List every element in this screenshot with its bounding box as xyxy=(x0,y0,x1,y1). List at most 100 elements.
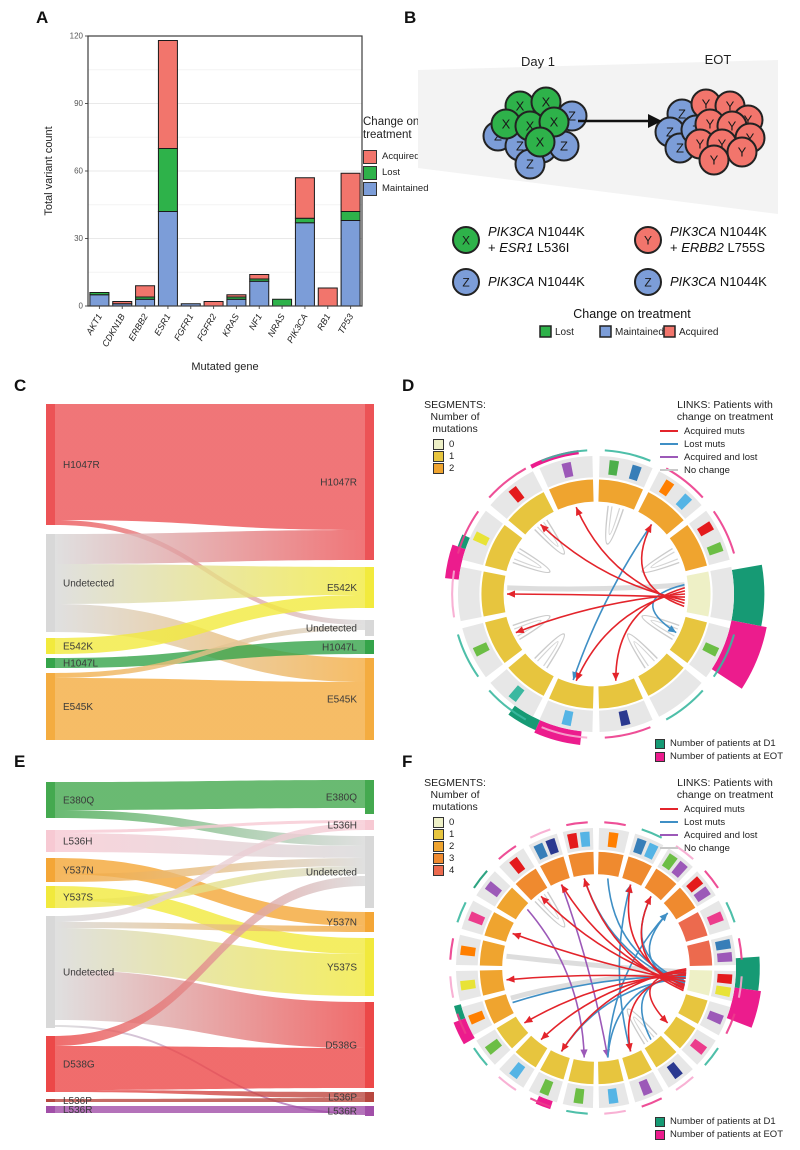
sankey-node-left-Y537S xyxy=(46,886,55,908)
sankey-node-right-L536H xyxy=(365,820,374,830)
arrow-head xyxy=(648,114,662,128)
outer-mark-arc xyxy=(737,938,743,960)
link-arrowhead xyxy=(644,896,651,906)
sankey-flow xyxy=(55,866,365,908)
segments-legend-item-1: 1 xyxy=(433,829,495,841)
no-change-petal xyxy=(534,633,566,669)
clone-cell-letter: X xyxy=(502,117,511,132)
mutation-count-segment xyxy=(622,856,652,886)
sankey-node-left-E380Q xyxy=(46,782,55,818)
sankey-node-left-E542K xyxy=(46,638,55,654)
legend-clone-letter: Y xyxy=(644,234,652,248)
outer-mark-arc xyxy=(712,634,736,678)
clone-cell-letter: Y xyxy=(718,137,727,152)
outer-mark-arc xyxy=(566,1109,588,1115)
sankey-panel-c: H1047R Undetected E542K H1047L E545K H1047R E5… xyxy=(46,404,374,740)
outer-mark-arc xyxy=(604,726,651,739)
segments-legend-item-0: 0 xyxy=(433,439,495,451)
legend-label: Lost xyxy=(382,167,400,179)
y-tick-label: 90 xyxy=(74,99,83,108)
mutation-count-segment xyxy=(687,940,713,966)
segments-legend-item-3: 3 xyxy=(433,853,495,865)
sample-tick xyxy=(508,685,525,703)
patient-count-block xyxy=(445,544,466,580)
mutation-count-segment xyxy=(622,1050,652,1080)
outer-ring-segment xyxy=(649,471,702,519)
sample-tick xyxy=(545,837,559,855)
legend-clone-Y-1 xyxy=(634,226,662,254)
bar-segment-acquired-CDKN1B xyxy=(112,301,133,305)
mutation-count-segment xyxy=(568,851,594,877)
mutation-count-label: 4 xyxy=(449,865,455,877)
sankey-node-right-E542K xyxy=(365,567,374,608)
link-color-swatch xyxy=(660,429,678,433)
clone-cell-letter: Z xyxy=(676,141,684,156)
sample-tick xyxy=(715,939,732,951)
sankey-flow xyxy=(55,530,365,564)
clone-cell-letter: Y xyxy=(696,137,705,152)
link-arrowhead xyxy=(659,1014,668,1023)
outer-mark-arc xyxy=(704,870,719,889)
patients-legend-item: Number of patients at D1 xyxy=(655,1116,800,1127)
mutation-count-segment xyxy=(678,994,708,1024)
panel-label-f: F xyxy=(402,752,413,771)
sankey-node-label-right: Y537S xyxy=(327,963,357,974)
sankey-node-label-left: E380Q xyxy=(63,796,94,807)
x-tick-label: KRAS xyxy=(220,312,241,338)
link-change xyxy=(560,967,687,1052)
no-change-petal xyxy=(512,614,551,641)
x-tick-label: FGFR1 xyxy=(172,312,195,343)
sankey-node-label-left: Undetected xyxy=(63,968,114,979)
outer-mark-arc xyxy=(456,1013,467,1035)
sankey-node-right-D538G xyxy=(365,1002,374,1088)
sample-tick xyxy=(561,710,574,727)
mutation-count-segment xyxy=(540,1050,570,1080)
clone-cell-letter: X xyxy=(550,115,559,130)
segments-legend-item-2: 2 xyxy=(433,841,495,853)
segments-legend-item-0: 0 xyxy=(433,817,495,829)
legend-clone-letter: Z xyxy=(644,276,651,290)
link-arrowhead xyxy=(506,590,516,598)
sankey-node-left-L536R xyxy=(46,1106,55,1113)
clone-cell-letter: Y xyxy=(706,117,715,132)
mutation-count-segment xyxy=(598,678,643,709)
sankey-flow xyxy=(55,1090,365,1098)
mutation-count-swatch xyxy=(433,829,444,841)
link-change xyxy=(560,884,609,1058)
sankey-node-label-right: H1047L xyxy=(322,643,357,654)
sankey-flow xyxy=(55,780,365,810)
outer-mark-arc xyxy=(604,821,626,827)
no-change-petal-inner xyxy=(633,641,655,667)
links-legend-title: change on treatment xyxy=(676,788,774,801)
x-tick-label: CDKN1B xyxy=(100,312,127,349)
circos-panel-f xyxy=(449,821,761,1115)
outer-mark-arc xyxy=(675,1076,694,1091)
link-type-label: Lost muts xyxy=(684,438,726,450)
link-change xyxy=(606,912,669,1058)
clone-cell-letter: Y xyxy=(726,99,735,114)
links-legend-item: Acquired and lost xyxy=(660,830,790,841)
sankey-node-right-E380Q xyxy=(365,780,374,814)
legend-label: Acquired xyxy=(382,151,420,163)
link-no-change xyxy=(507,582,685,592)
link-arrowhead xyxy=(583,878,591,888)
no-change-petal xyxy=(641,547,680,574)
mutation-count-segment xyxy=(686,571,711,617)
sankey-node-label-left: H1047L xyxy=(63,659,98,670)
sankey-flow xyxy=(55,564,365,604)
sample-tick xyxy=(633,837,647,855)
sankey-node-label-right: L536P xyxy=(328,1093,357,1104)
sankey-node-label-left: L536H xyxy=(63,837,92,848)
mutation-count-segment xyxy=(515,868,548,901)
change-legend-swatch-lost xyxy=(539,325,552,338)
link-change xyxy=(583,878,684,992)
bar-segment-lost-TP53 xyxy=(340,211,361,221)
legend-item-lost: Lost xyxy=(363,165,458,180)
mutation-count-segment xyxy=(638,492,684,535)
sample-tick xyxy=(666,1061,683,1080)
x-tick-label: PIK3CA xyxy=(285,312,310,345)
clone-cell-letter: Z xyxy=(666,125,674,140)
outer-mark-arc xyxy=(737,976,743,998)
sankey-node-left-E545K xyxy=(46,673,55,740)
